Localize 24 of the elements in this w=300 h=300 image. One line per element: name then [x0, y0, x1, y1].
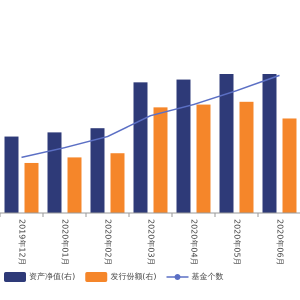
- x-tick-label: 2020年03月: [146, 219, 156, 266]
- legend-label: 资产净值(右): [29, 272, 76, 282]
- x-tick-label: 2020年06月: [275, 219, 284, 266]
- bar: [240, 102, 254, 213]
- legend-label: 发行份额(右): [110, 272, 156, 282]
- bar: [262, 74, 276, 213]
- bar: [24, 162, 38, 213]
- bar: [154, 107, 168, 213]
- bar: [90, 128, 104, 213]
- bar: [68, 157, 82, 213]
- bar: [48, 132, 62, 213]
- bar: [220, 74, 234, 213]
- x-tick-label: 2020年04月: [189, 219, 198, 266]
- x-tick-label: 2020年05月: [232, 219, 242, 266]
- x-tick-label: 2020年01月: [60, 219, 70, 266]
- bar: [110, 153, 124, 213]
- x-tick-label: 2019年12月: [17, 219, 26, 266]
- legend-label: 基金个数: [192, 272, 224, 282]
- bar: [134, 82, 148, 213]
- bar: [4, 136, 18, 213]
- x-tick-label: 2020年02月: [103, 219, 112, 266]
- bar: [282, 118, 296, 213]
- bar: [196, 104, 210, 213]
- bar: [176, 80, 190, 213]
